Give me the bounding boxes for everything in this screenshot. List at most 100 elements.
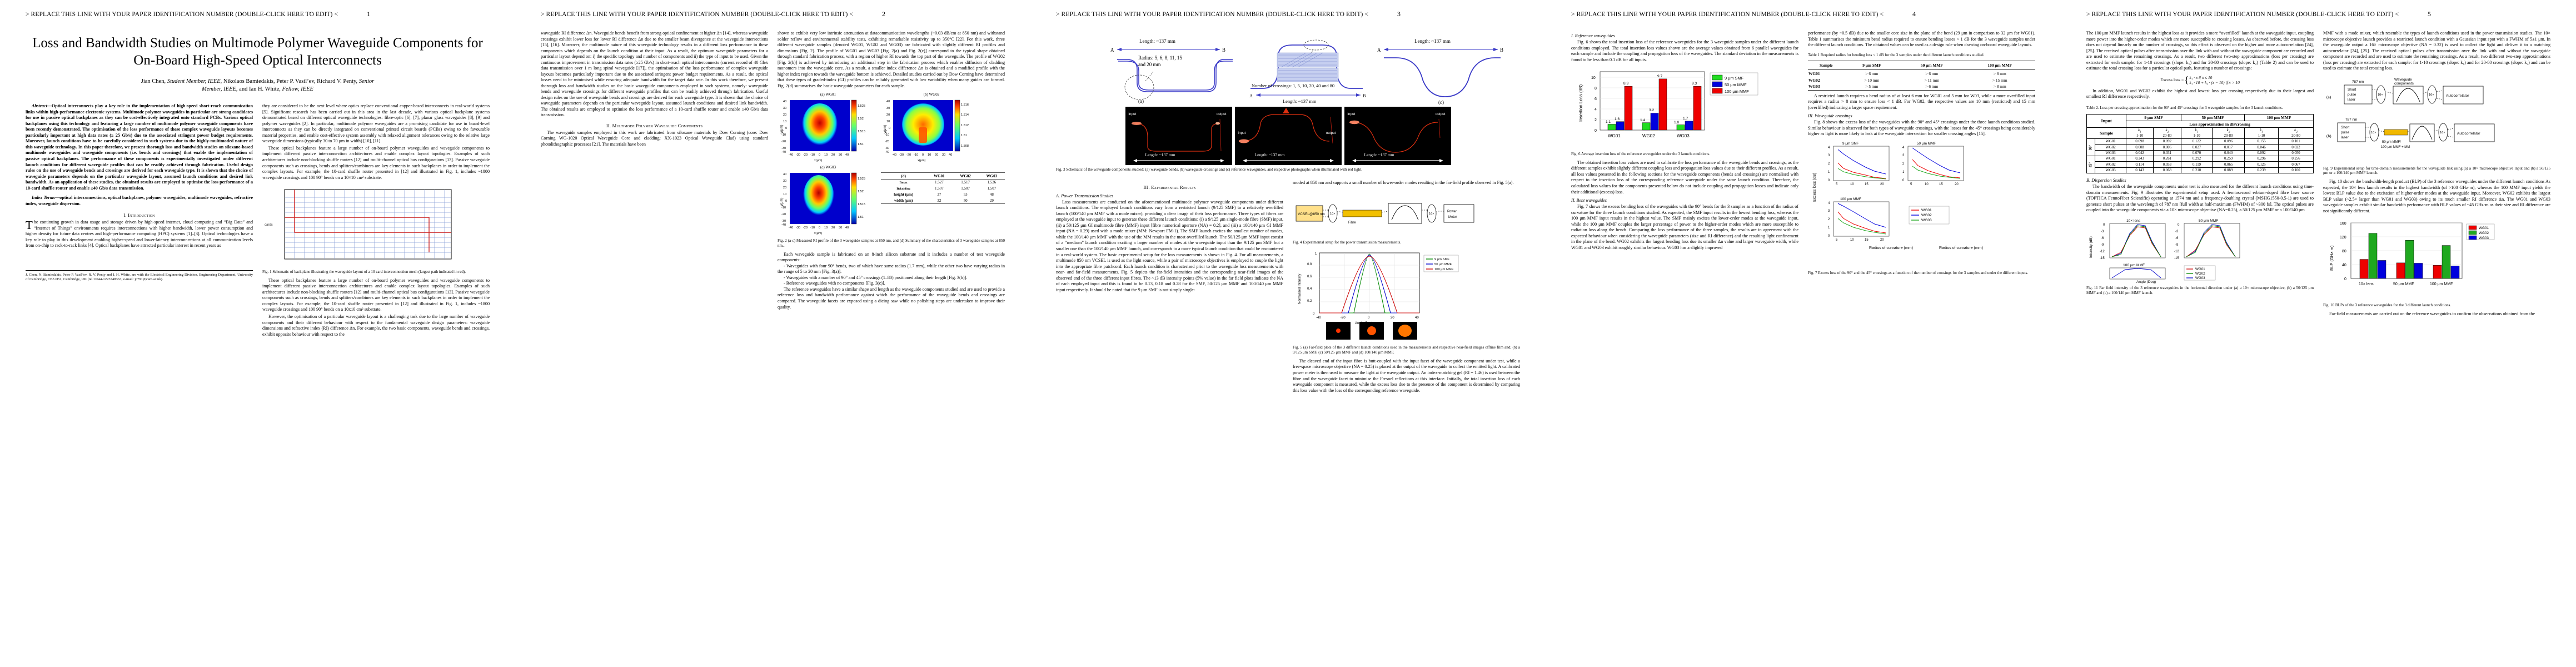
svg-text:10: 10 <box>1925 183 1929 186</box>
table-2-group-smf: 9 μm SMF <box>2126 113 2181 121</box>
figure-10: 0 40 80 120 160 10× lens 50 μm MMF 100 μm MMF… <box>2323 217 2550 308</box>
svg-text:Intensity (dB): Intensity (dB) <box>2089 236 2093 258</box>
table-2-r3-c4: 0.040 <box>2212 150 2245 157</box>
table-row: WG03 > 5 mm > 6 mm > 8 mm <box>1808 83 2035 91</box>
table-1-r2-mmf50: > 11 mm <box>1924 77 1940 83</box>
svg-text:10: 10 <box>824 153 828 157</box>
figure-4-setup: VCSEL@850 nm 10× Fibre 16× Power Meter <box>1296 203 1474 225</box>
svg-text:-10: -10 <box>781 133 786 137</box>
svg-text:10: 10 <box>824 226 828 230</box>
fig2-table-col-wg03: WG03 <box>978 172 1005 180</box>
fig4-vcsel-label: VCSEL@850 nm <box>1298 212 1325 216</box>
p5-c2-para-b: Fig. 10 shows the bandwidth-length produ… <box>2323 179 2550 213</box>
table-2-r5-sample: WG02 <box>2094 161 2127 168</box>
svg-text:Normalised Intensity: Normalised Intensity <box>1298 274 1302 304</box>
svg-text:WG02: WG02 <box>1642 133 1655 138</box>
svg-text:BLP (GHz·m): BLP (GHz·m) <box>2329 246 2334 271</box>
figure-2-panel-c: (c) WG03 <box>778 165 879 236</box>
page-2: > REPLACE THIS LINE WITH YOUR PAPER IDEN… <box>515 0 1030 667</box>
fig2-row-nmax-label: nmax <box>881 178 926 186</box>
index-terms: Index Terms—optical interconnections, op… <box>26 195 253 207</box>
fig2-row-width-label: width (μm) <box>881 197 926 205</box>
svg-text:1.516: 1.516 <box>961 103 969 107</box>
svg-text:4: 4 <box>1828 202 1830 205</box>
svg-text:5: 5 <box>1910 183 1912 186</box>
svg-text:-9: -9 <box>2175 243 2179 247</box>
svg-text:0: 0 <box>1828 179 1830 182</box>
svg-text:120: 120 <box>2340 236 2346 240</box>
table-1-r1-sample: WG01 <box>1808 71 1820 76</box>
svg-text:16×: 16× <box>2440 131 2445 135</box>
page-title: Loss and Bandwidth Studies on Multimode … <box>32 36 483 68</box>
svg-text:100 μm MMF: 100 μm MMF <box>2123 263 2145 267</box>
p5-c2-para-c: Far-field measurements are carried out o… <box>2329 311 2535 317</box>
fig2-row-height-wg03: 48 <box>989 192 994 197</box>
table-2-r4-c3: 0.292 <box>2180 156 2213 162</box>
header-line: > REPLACE THIS LINE WITH YOUR PAPER IDEN… <box>26 11 338 18</box>
figure-10-bar-chart: 0 40 80 120 160 10× lens 50 μm MMF 100 μm MMF… <box>2329 222 2495 286</box>
table-2-caption: Table 2. Loss per crossing approximation… <box>2086 105 2283 110</box>
svg-text:1.512: 1.512 <box>961 124 969 127</box>
svg-text:40: 40 <box>1415 316 1419 320</box>
svg-text:0: 0 <box>1828 235 1830 238</box>
svg-text:2: 2 <box>1595 118 1597 122</box>
svg-text:3: 3 <box>1828 210 1830 213</box>
table-row: WG03 0.042 0.031 0.070 0.040 0.092 0.050 <box>2087 150 2314 157</box>
p5-c1-para-a: The 100 μm MMF launch results in the hig… <box>2086 31 2314 71</box>
svg-text:Waveguide: Waveguide <box>2394 78 2412 82</box>
abstract: Abstract—Optical interconnects play a ke… <box>26 103 253 191</box>
table-2-r1-c4: 0.096 <box>2212 138 2245 145</box>
figure-1-caption: Fig. 1 Schematic of backplane illustrati… <box>262 270 466 275</box>
svg-text:1.52: 1.52 <box>858 117 864 121</box>
svg-text:10×: 10× <box>2371 131 2376 135</box>
svg-text:1.0: 1.0 <box>1674 121 1679 125</box>
svg-text:50 μm MMF: 50 μm MMF <box>2393 282 2414 286</box>
svg-text:10: 10 <box>886 120 890 123</box>
page-number: 2 <box>882 10 886 18</box>
svg-text:15: 15 <box>1939 183 1943 186</box>
svg-text:1.6: 1.6 <box>1615 117 1620 121</box>
svg-text:10: 10 <box>783 120 786 123</box>
svg-text:1.514: 1.514 <box>961 113 969 117</box>
svg-text:-40: -40 <box>892 153 896 157</box>
p4-c2-para-b: A restricted launch requires a bend radi… <box>1808 93 2035 110</box>
author-footnote: J. Chen, N. Bamiedakis, Peter P. Vasil’e… <box>26 270 253 282</box>
svg-text:20: 20 <box>831 153 835 157</box>
svg-text:0.6: 0.6 <box>1307 275 1312 278</box>
svg-text:1.51: 1.51 <box>961 134 967 137</box>
svg-text:10×: 10× <box>1330 212 1336 216</box>
svg-text:Length: ~137 mm: Length: ~137 mm <box>1414 38 1451 44</box>
svg-text:Meter: Meter <box>1448 216 1457 219</box>
svg-text:Short: Short <box>2341 126 2349 130</box>
svg-text:A: A <box>1377 47 1381 53</box>
fig2-row-nmax-wg03: 1.526 <box>978 178 1005 186</box>
page-1: > REPLACE THIS LINE WITH YOUR PAPER IDEN… <box>0 0 515 667</box>
table-2-r2-c3: 0.027 <box>2180 144 2213 151</box>
index-terms-body: optical interconnections, optical backpl… <box>26 195 253 206</box>
svg-text:WG01: WG01 <box>2195 267 2205 271</box>
svg-text:1.515: 1.515 <box>858 203 865 206</box>
figure-3-photo-b-output: output <box>1326 131 1336 135</box>
svg-text:1.1: 1.1 <box>1606 120 1611 124</box>
svg-text:4: 4 <box>1828 146 1830 150</box>
svg-text:10: 10 <box>1850 238 1854 242</box>
figure-9-setup: (a) 787 nm Shortpulselaser 10× Waveguide… <box>2326 78 2495 149</box>
svg-text:cards: cards <box>265 223 273 227</box>
svg-text:40: 40 <box>949 153 952 157</box>
figure-3-photo-a-output: output <box>1216 112 1227 116</box>
svg-text:9 μm SMF: 9 μm SMF <box>1842 142 1859 146</box>
svg-text:-30: -30 <box>796 226 800 230</box>
svg-text:WG02: WG02 <box>2195 272 2205 276</box>
subsection-power-transmission: A. Power Transmission Studies <box>1056 193 1114 198</box>
fig2-table-col-wg02: WG02 <box>952 172 979 180</box>
header-line: > REPLACE THIS LINE WITH YOUR PAPER IDEN… <box>1571 11 1884 18</box>
table-row: WG02 0.008 0.006 0.027 0.017 0.046 0.022 <box>2087 144 2314 151</box>
svg-text:WG03: WG03 <box>2479 236 2489 240</box>
svg-text:0: 0 <box>2103 223 2105 227</box>
svg-text:50 μm MMF: 50 μm MMF <box>1725 82 1747 87</box>
figure-11-caption: Fig. 11 Far field intensity of the 3 ref… <box>2086 285 2314 295</box>
table-2-r5-c3: 0.119 <box>2180 161 2213 168</box>
figure-6-caption: Fig. 6 Average insertion loss of the ref… <box>1571 152 1710 157</box>
svg-text:-20: -20 <box>781 140 786 143</box>
p2-c2-para-d: - Waveguides with a number of 90° and 45… <box>784 275 968 280</box>
